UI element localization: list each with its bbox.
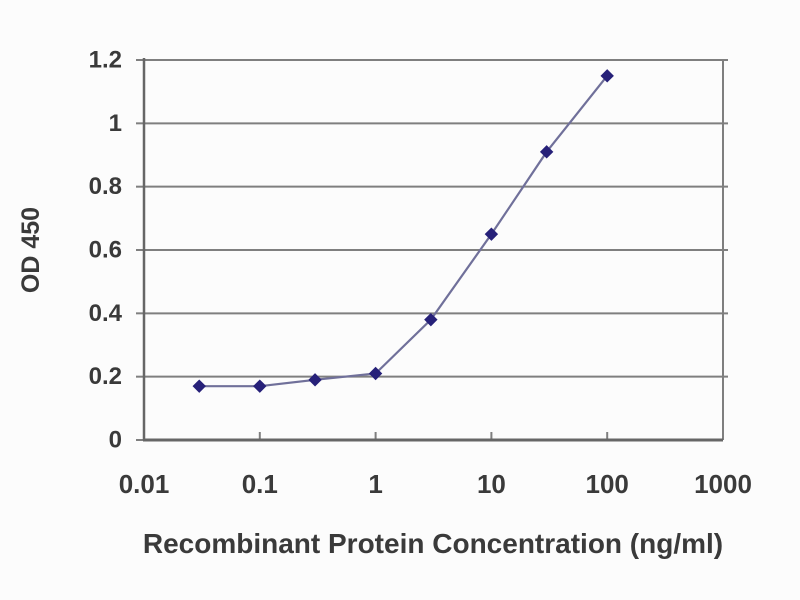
x-axis-title: Recombinant Protein Concentration (ng/ml… [143, 528, 723, 559]
x-tick-label: 10 [477, 469, 506, 499]
data-point-marker [192, 379, 206, 393]
y-tick-label: 0.8 [89, 173, 122, 200]
data-point-marker [539, 145, 554, 159]
plot-area: 0 0.2 0.4 0.6 0.8 1 1.2 0.01 0.1 1 10 100 1000 [89, 47, 752, 500]
y-tick-label: 0.4 [89, 300, 123, 327]
data-point-marker [253, 379, 267, 393]
data-point-marker [484, 227, 499, 241]
x-tick-label: 100 [586, 469, 629, 499]
data-point-marker [308, 373, 322, 387]
y-axis-title: OD 450 [17, 207, 45, 293]
y-tick-label: 1 [109, 110, 122, 137]
x-tick-label: 0.1 [242, 469, 278, 499]
y-tick-label: 0.2 [89, 363, 122, 390]
data-point-marker [600, 69, 614, 83]
y-tick-label: 0.6 [89, 237, 122, 264]
x-tick-label: 1000 [694, 469, 752, 499]
y-tick-label: 1.2 [89, 47, 122, 74]
x-tick-label: 0.01 [119, 469, 170, 499]
x-tick-label: 1 [368, 469, 382, 499]
data-point-marker [368, 366, 383, 381]
y-tick-label: 0 [109, 427, 122, 454]
data-series-line [199, 75, 609, 388]
data-point-marker [424, 312, 438, 327]
